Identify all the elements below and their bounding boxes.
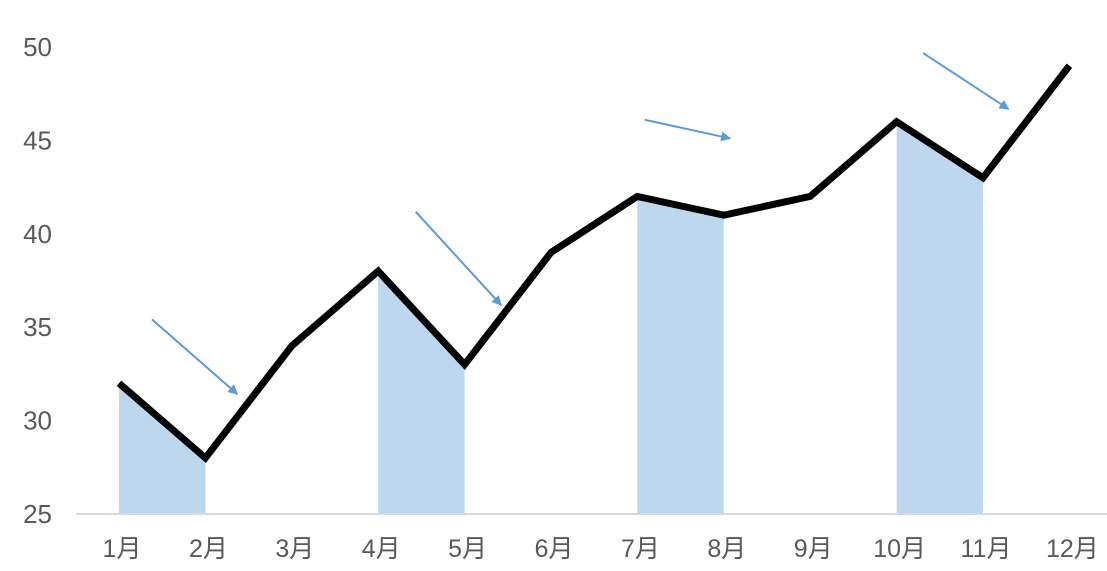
decline-arrow-1	[151, 318, 239, 395]
y-axis-tick-labels: 25 30 35 40 45 50	[23, 32, 52, 529]
x-tick-label: 8月	[707, 535, 746, 563]
x-tick-label: 6月	[535, 535, 574, 563]
decline-fill-2	[378, 271, 465, 514]
decline-arrow-3	[644, 118, 732, 142]
decline-fill-layer	[119, 121, 983, 514]
decline-arrow-2	[415, 211, 502, 306]
decline-fill-3	[637, 196, 724, 514]
y-tick-label: 50	[23, 32, 52, 62]
x-tick-label: 12月	[1046, 535, 1099, 563]
x-tick-label: 11月	[961, 535, 1012, 563]
x-tick-label: 7月	[621, 535, 660, 563]
x-tick-label: 4月	[362, 535, 401, 563]
x-axis-tick-labels: 1月 2月 3月 4月 5月 6月 7月 8月 9月 10月 11月 12月	[103, 535, 1099, 563]
y-tick-label: 40	[23, 219, 52, 249]
x-tick-label: 1月	[103, 535, 142, 563]
x-tick-label: 9月	[794, 535, 833, 563]
x-tick-label: 5月	[448, 535, 487, 563]
decline-arrow-layer	[151, 52, 1010, 395]
x-tick-label: 10月	[873, 535, 926, 563]
y-tick-label: 35	[23, 312, 52, 342]
decline-arrow-4	[922, 52, 1010, 110]
y-tick-label: 25	[23, 499, 52, 529]
decline-fill-1	[119, 383, 206, 514]
x-tick-label: 2月	[189, 535, 228, 563]
x-tick-label: 3月	[275, 535, 314, 563]
y-tick-label: 45	[23, 125, 52, 155]
decline-fill-4	[896, 121, 983, 514]
y-tick-label: 30	[23, 406, 52, 436]
series-line	[116, 63, 1073, 464]
